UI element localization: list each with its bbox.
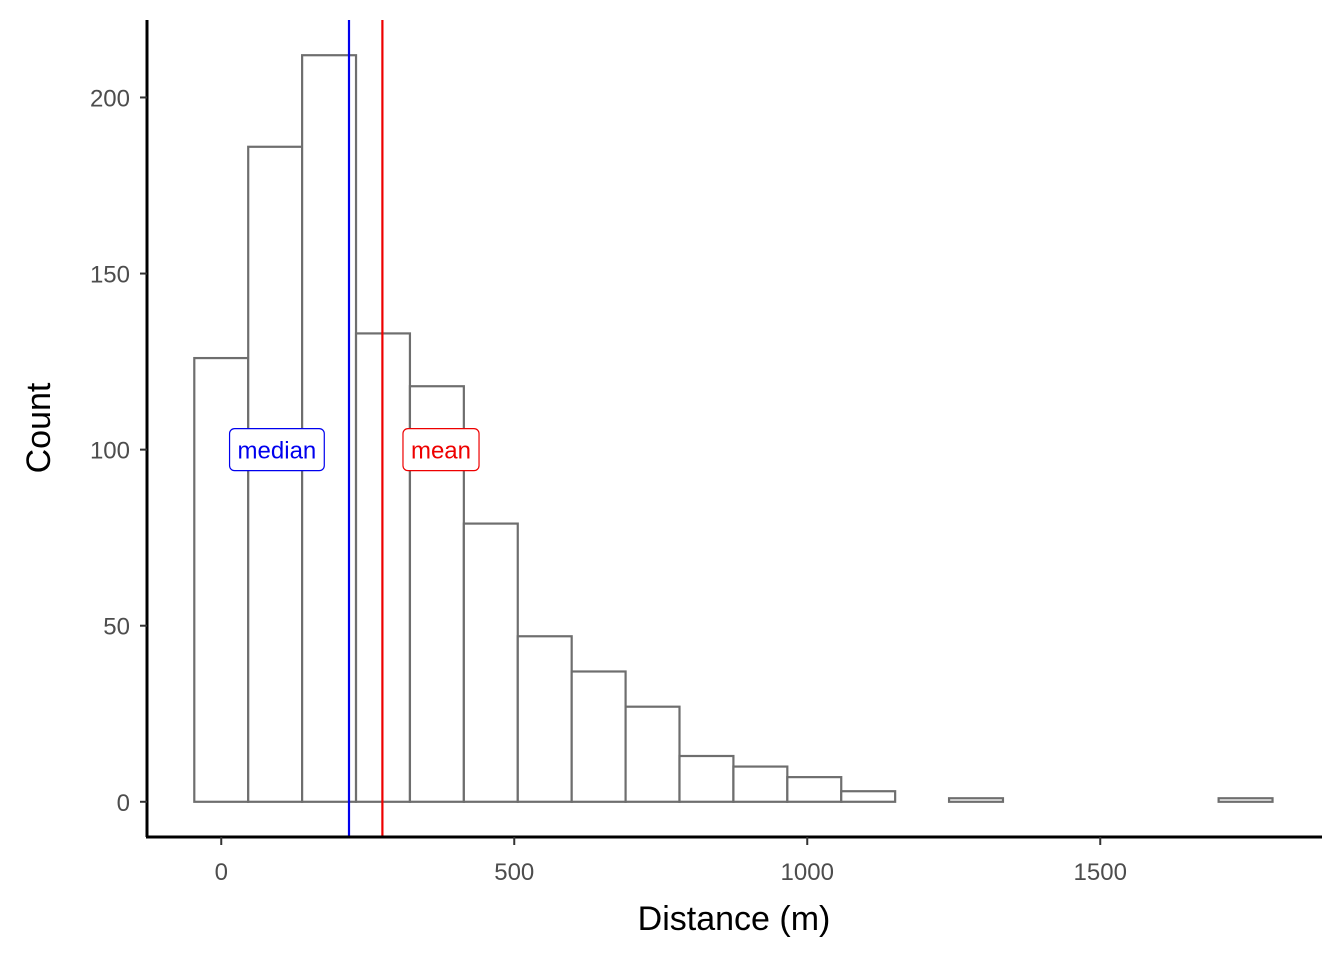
x-tick-label: 1000 bbox=[781, 859, 834, 886]
histogram-bar-13 bbox=[840, 790, 897, 803]
histogram-bar-8 bbox=[570, 670, 627, 803]
histogram-bar-12 bbox=[786, 776, 843, 803]
y-tick-label: 100 bbox=[90, 438, 130, 465]
mean-label-text: mean bbox=[411, 438, 471, 465]
x-tick-label: 0 bbox=[215, 859, 228, 886]
histogram-bar-20 bbox=[1217, 797, 1274, 803]
histogram-bar-6 bbox=[462, 522, 519, 803]
histogram-bar-7 bbox=[516, 635, 573, 803]
median-label-box bbox=[228, 428, 325, 472]
histogram-bar-1 bbox=[193, 356, 250, 803]
reference-lines: median mean bbox=[228, 20, 480, 837]
histogram-bar-9 bbox=[624, 705, 681, 803]
y-axis-ticks: 0 50 100 150 200 bbox=[90, 85, 147, 817]
y-axis-title: Count bbox=[20, 382, 58, 473]
median-label: median bbox=[228, 428, 325, 472]
x-tick-label: 1500 bbox=[1074, 859, 1127, 886]
mean-label-box bbox=[402, 428, 480, 472]
y-tick-label: 0 bbox=[117, 790, 130, 817]
y-tick-label: 150 bbox=[90, 262, 130, 289]
y-tick-label: 200 bbox=[90, 85, 130, 112]
histogram-bars bbox=[193, 54, 1274, 803]
x-tick-label: 500 bbox=[494, 859, 534, 886]
x-axis-title: Distance (m) bbox=[638, 900, 831, 938]
axes bbox=[145, 20, 1322, 839]
median-label-text: median bbox=[238, 438, 317, 465]
histogram-bar-15 bbox=[947, 797, 1005, 803]
x-axis-ticks: 0 500 1000 1500 bbox=[215, 837, 1127, 886]
histogram-bar-10 bbox=[678, 754, 735, 803]
histogram-bar-2 bbox=[247, 145, 304, 803]
y-tick-label: 50 bbox=[103, 614, 130, 641]
histogram-bar-11 bbox=[732, 765, 789, 803]
mean-label: mean bbox=[402, 428, 480, 472]
